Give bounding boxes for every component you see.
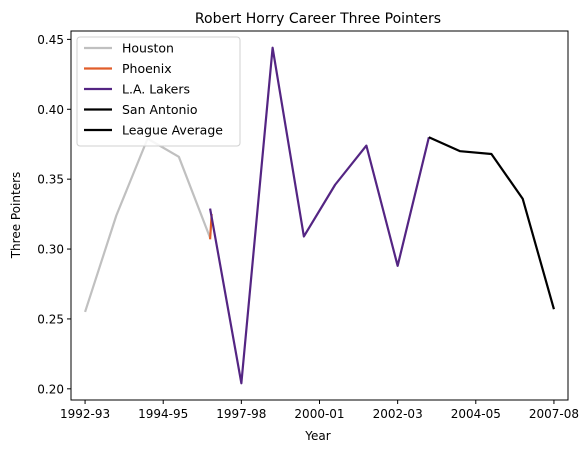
legend-label-san-antonio: San Antonio [122, 102, 198, 117]
x-tick-label: 1997-98 [216, 407, 266, 421]
chart-title: Robert Horry Career Three Pointers [195, 11, 441, 27]
y-tick-label: 0.20 [37, 382, 64, 396]
x-tick-label: 2007-08 [529, 407, 579, 421]
x-tick-label: 1994-95 [138, 407, 188, 421]
x-axis-ticks: 1992-93 1994-95 1997-98 2000-01 2002-03 2004-… [60, 400, 579, 421]
legend: Houston Phoenix L.A. Lakers San Antonio Leag… [76, 36, 241, 147]
series-line-houston [84, 137, 212, 313]
legend-label-houston: Houston [122, 41, 174, 56]
y-tick-label: 0.25 [37, 312, 64, 326]
x-tick-label: 2002-03 [373, 407, 423, 421]
x-axis-label: Year [304, 429, 330, 443]
legend-label-league-average: League Average [122, 123, 223, 138]
x-tick-label: 2004-05 [451, 407, 501, 421]
y-axis-label: Three Pointers [9, 172, 23, 260]
y-tick-label: 0.35 [37, 173, 64, 187]
y-tick-label: 0.40 [37, 103, 64, 117]
y-tick-label: 0.45 [37, 33, 64, 47]
series-line-san-antonio [428, 136, 555, 310]
legend-label-l-a-lakers: L.A. Lakers [122, 82, 190, 97]
y-tick-label: 0.30 [37, 243, 64, 257]
series-line-l-a-lakers [209, 46, 430, 385]
x-tick-label: 2000-01 [294, 407, 344, 421]
legend-label-phoenix: Phoenix [122, 61, 172, 76]
y-axis-ticks: 0.20 0.25 0.30 0.35 0.40 0.45 [37, 33, 71, 396]
x-tick-label: 1992-93 [60, 407, 110, 421]
legend-box [76, 36, 241, 147]
